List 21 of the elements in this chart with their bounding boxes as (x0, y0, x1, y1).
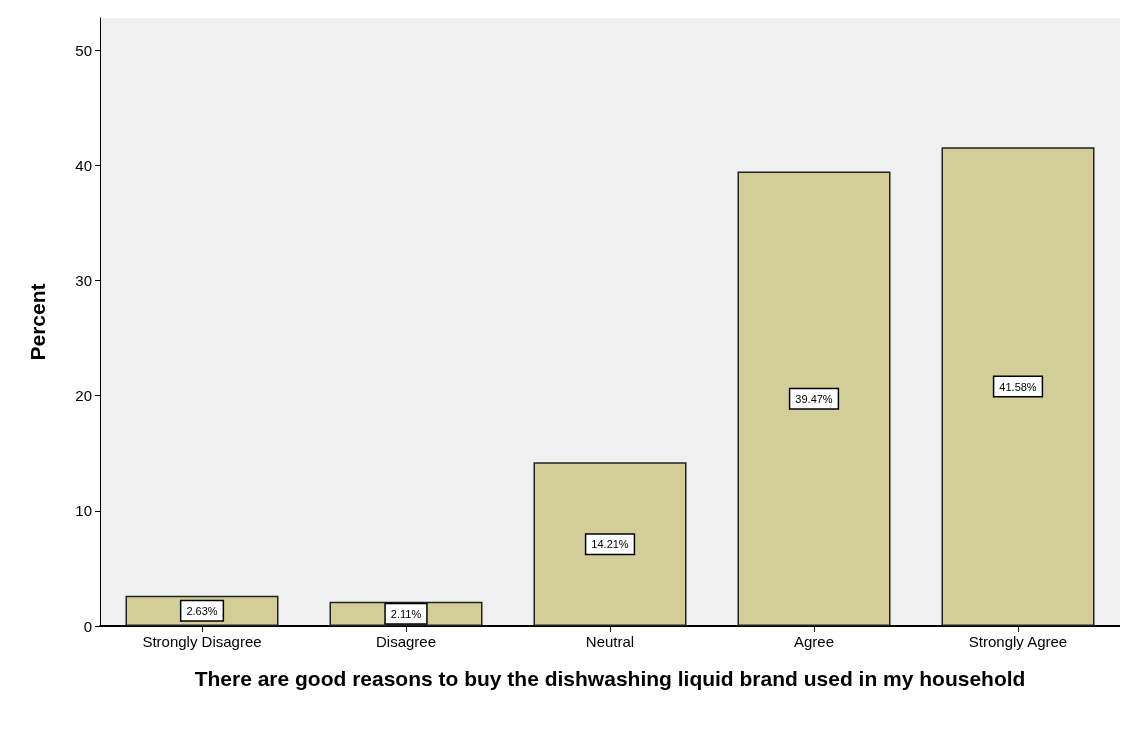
bar (941, 147, 1095, 626)
x-tick-label: Strongly Agree (968, 633, 1068, 650)
y-tick-label: 30 (75, 272, 92, 290)
y-tick-label: 50 (75, 41, 92, 59)
y-tick-label: 0 (83, 617, 92, 635)
y-tick-label: 20 (75, 387, 92, 405)
bar (737, 171, 891, 626)
data-label: 39.47% (795, 392, 833, 405)
data-label: 14.21% (591, 538, 629, 551)
bar (533, 462, 687, 626)
x-tick-label: Strongly Disagree (142, 633, 262, 650)
x-tick-label: Neutral (585, 633, 635, 650)
data-label: 2.11% (390, 607, 422, 620)
x-axis-title: There are good reasons to buy the dishwashing liquid brand used in my household (194, 666, 1026, 690)
y-axis-title: Percent (26, 283, 49, 361)
y-tick-label: 10 (75, 502, 92, 520)
x-tick-label: Disagree (375, 633, 437, 650)
x-tick-label: Agree (793, 633, 835, 650)
y-tick-label: 40 (75, 156, 92, 174)
data-label: 2.63% (186, 604, 218, 617)
data-label: 41.58% (999, 380, 1037, 393)
